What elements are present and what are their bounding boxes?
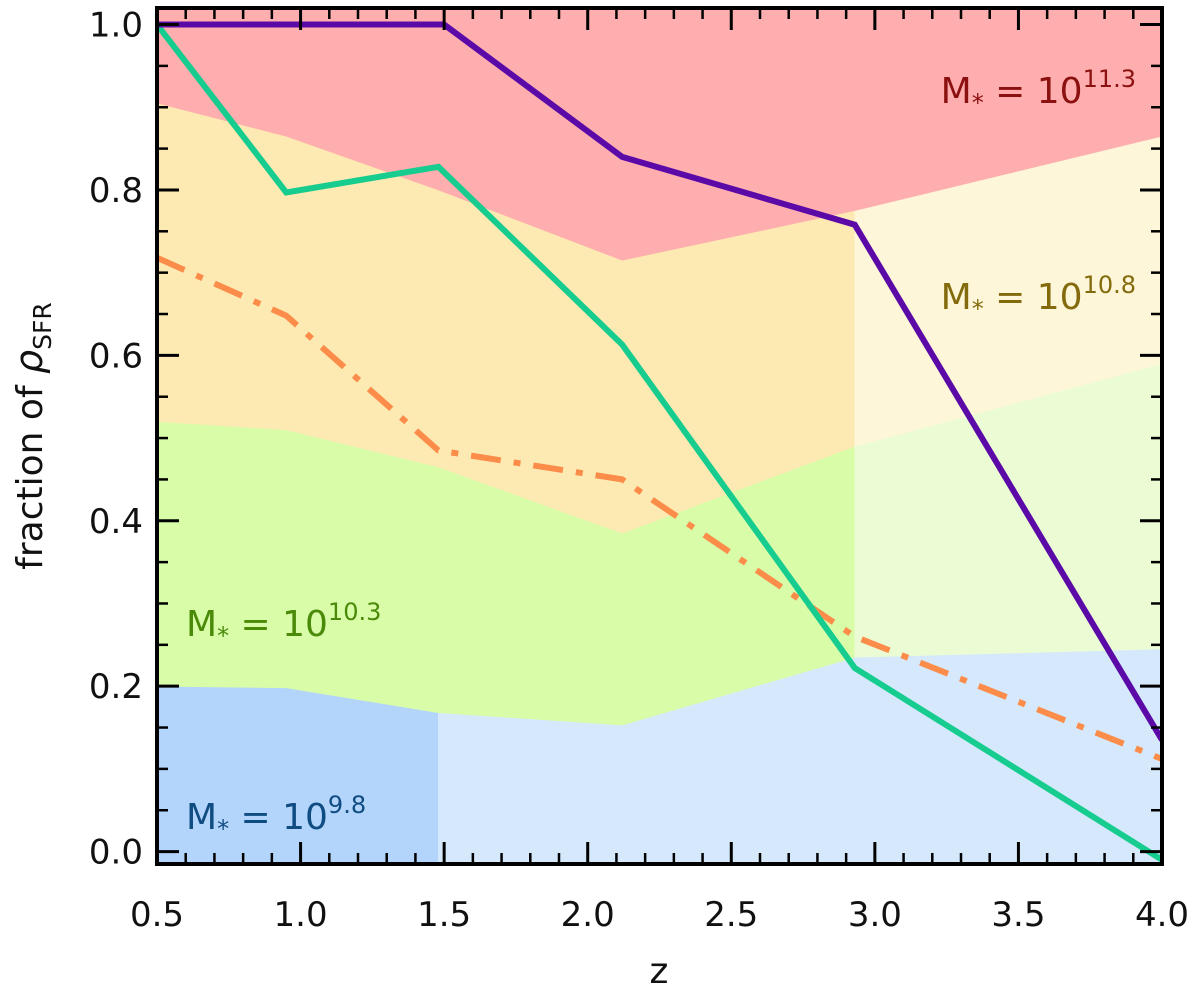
x-axis-title: z [650,951,669,991]
series-line-3 [157,255,1162,762]
y-tick-label: 0.2 [89,667,143,707]
y-axis-title-subscript: SFR [28,302,57,350]
series-line-2 [157,22,1162,863]
band-label-4: M* = 1011.3 [941,65,1136,117]
y-tick-label: 0.4 [89,502,143,542]
y-axis-title-symbol: ρ [7,350,51,374]
y-tick-label: 0.6 [89,336,143,376]
series-lines [157,21,1162,863]
plot-frame [155,6,1164,866]
band-area-4 [157,8,1162,261]
band-labels: M* = 109.8 M* = 1010.3 M* = 1010.8 M* = 101… [186,65,1136,843]
y-axis-title: fraction of ρSFR [7,302,57,570]
x-tick-label: 0.5 [130,895,184,935]
x-tick-label: 3.5 [991,895,1045,935]
mass-bands [157,8,1162,864]
series-line-1 [157,21,1162,742]
y-tick-label: 0.0 [89,833,143,873]
band-label-1: M* = 109.8 [186,791,366,843]
band-label-2: M* = 1010.3 [186,598,381,650]
y-axis-title-main: fraction of [10,374,51,570]
y-tick-label: 0.8 [89,171,143,211]
x-tick-label: 1.5 [417,895,471,935]
x-tick-label: 4.0 [1135,895,1189,935]
band-label-3: M* = 1010.8 [941,271,1136,323]
x-tick-label: 2.5 [704,895,758,935]
x-tick-label: 2.0 [561,895,615,935]
axis-ticks: 0.5 1.0 1.5 2.0 2.5 3.0 3.5 4.0 0.0 0.2 0.4 0.6 0.8 1… [89,6,1189,935]
x-tick-label: 1.0 [274,895,328,935]
y-tick-label: 1.0 [89,6,143,46]
x-tick-label: 3.0 [848,895,902,935]
